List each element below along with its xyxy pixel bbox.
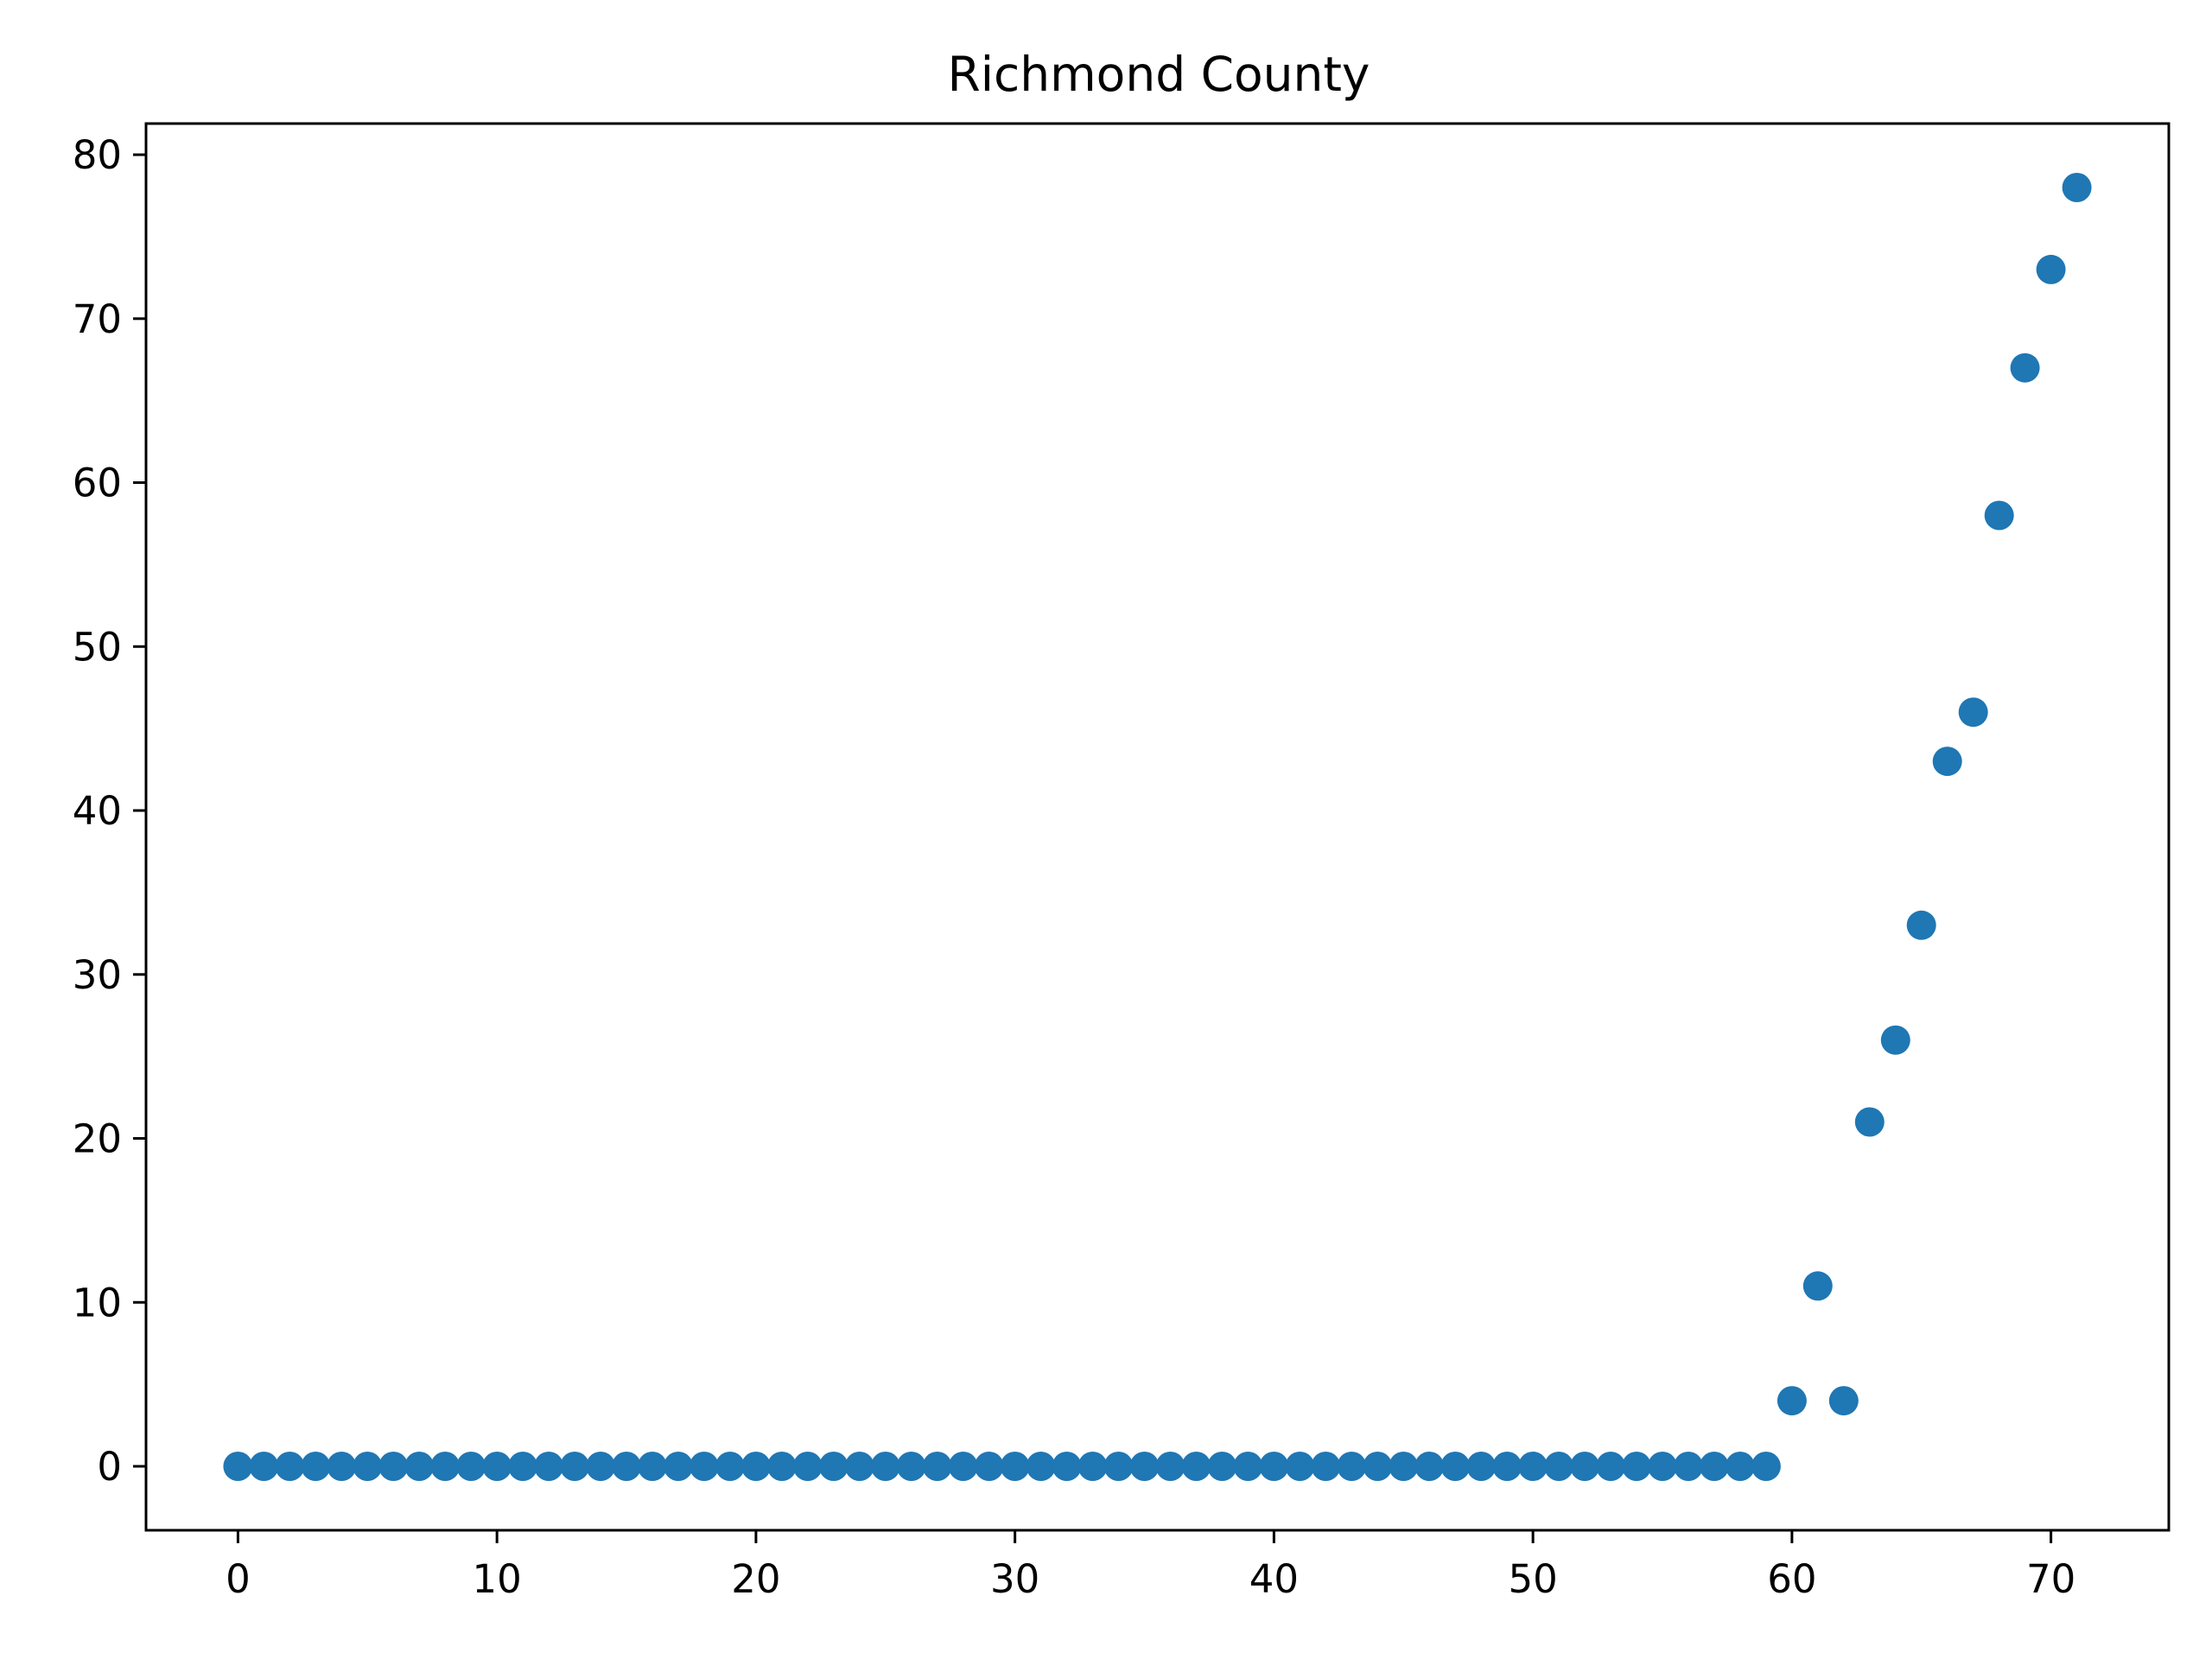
data-point bbox=[1880, 1025, 1910, 1055]
y-tick-label: 40 bbox=[73, 788, 122, 834]
y-tick-label: 20 bbox=[73, 1116, 122, 1162]
data-point bbox=[689, 1452, 719, 1481]
data-point bbox=[1103, 1452, 1134, 1481]
data-point bbox=[1932, 747, 1962, 777]
data-point bbox=[1984, 500, 2014, 531]
data-point bbox=[1958, 697, 1988, 728]
data-point bbox=[715, 1452, 745, 1481]
data-point bbox=[1363, 1452, 1393, 1481]
data-point bbox=[456, 1452, 486, 1481]
data-point bbox=[1854, 1107, 1885, 1137]
y-tick-label: 10 bbox=[73, 1280, 122, 1325]
data-point bbox=[2062, 173, 2092, 202]
data-point bbox=[275, 1452, 305, 1481]
data-point bbox=[1492, 1452, 1522, 1481]
data-point bbox=[844, 1452, 874, 1481]
y-tick-label: 80 bbox=[73, 132, 122, 178]
plot-frame bbox=[144, 122, 2171, 1532]
data-point bbox=[327, 1452, 357, 1481]
data-point bbox=[2010, 353, 2040, 383]
y-tick-label: 60 bbox=[73, 461, 122, 506]
data-point bbox=[1466, 1452, 1497, 1481]
data-point bbox=[870, 1452, 900, 1481]
data-point bbox=[404, 1452, 435, 1481]
data-point bbox=[353, 1452, 383, 1481]
data-point bbox=[1181, 1452, 1211, 1481]
data-point bbox=[1285, 1452, 1315, 1481]
data-point bbox=[741, 1452, 771, 1481]
data-point bbox=[223, 1452, 253, 1481]
data-point bbox=[1648, 1452, 1677, 1481]
data-point bbox=[948, 1452, 978, 1481]
y-tick-label: 70 bbox=[73, 296, 122, 342]
data-point bbox=[1725, 1452, 1755, 1481]
data-point bbox=[508, 1452, 538, 1481]
data-point bbox=[1414, 1452, 1445, 1481]
x-tick-label: 50 bbox=[1508, 1556, 1557, 1602]
data-points bbox=[223, 173, 2092, 1481]
data-point bbox=[560, 1452, 590, 1481]
data-point bbox=[586, 1452, 616, 1481]
data-point bbox=[1751, 1452, 1781, 1481]
data-point bbox=[1129, 1452, 1160, 1481]
data-point bbox=[818, 1452, 849, 1481]
data-point bbox=[1026, 1452, 1056, 1481]
data-point bbox=[1207, 1452, 1237, 1481]
data-point bbox=[1570, 1452, 1600, 1481]
data-point bbox=[612, 1452, 641, 1481]
data-point bbox=[1337, 1452, 1367, 1481]
data-point bbox=[792, 1452, 823, 1481]
data-point bbox=[301, 1452, 331, 1481]
data-point bbox=[1777, 1386, 1807, 1416]
y-tick-label: 50 bbox=[73, 624, 122, 670]
data-point bbox=[482, 1452, 512, 1481]
x-tick-label: 0 bbox=[226, 1556, 251, 1602]
x-tick-label: 30 bbox=[990, 1556, 1039, 1602]
data-point bbox=[1077, 1452, 1108, 1481]
data-point bbox=[1622, 1452, 1651, 1481]
y-axis: 0 10 20 30 40 50 60 70 80 bbox=[73, 132, 146, 1490]
x-tick-label: 10 bbox=[473, 1556, 522, 1602]
data-point bbox=[430, 1452, 461, 1481]
data-point bbox=[1440, 1452, 1471, 1481]
data-point bbox=[664, 1452, 693, 1481]
data-point bbox=[1906, 910, 1936, 940]
data-point bbox=[1000, 1452, 1030, 1481]
data-point bbox=[638, 1452, 667, 1481]
data-point bbox=[1802, 1271, 1833, 1301]
data-point bbox=[1674, 1452, 1703, 1481]
y-tick-label: 30 bbox=[73, 952, 122, 998]
chart-title: Richmond County bbox=[948, 47, 1370, 102]
data-point bbox=[1311, 1452, 1341, 1481]
data-point bbox=[1259, 1452, 1289, 1481]
data-point bbox=[1544, 1452, 1574, 1481]
data-point bbox=[896, 1452, 926, 1481]
data-point bbox=[974, 1452, 1004, 1481]
data-point bbox=[1596, 1452, 1626, 1481]
data-point bbox=[922, 1452, 952, 1481]
data-point bbox=[1699, 1452, 1729, 1481]
y-tick-label: 0 bbox=[97, 1444, 122, 1490]
data-point bbox=[1155, 1452, 1185, 1481]
x-tick-label: 70 bbox=[2026, 1556, 2075, 1602]
x-tick-label: 20 bbox=[731, 1556, 780, 1602]
data-point bbox=[766, 1452, 797, 1481]
data-point bbox=[1518, 1452, 1548, 1481]
data-point bbox=[1828, 1386, 1859, 1416]
data-point bbox=[378, 1452, 409, 1481]
x-tick-label: 60 bbox=[1767, 1556, 1816, 1602]
data-point bbox=[1052, 1452, 1082, 1481]
data-point bbox=[1389, 1452, 1419, 1481]
data-point bbox=[534, 1452, 564, 1481]
x-tick-label: 40 bbox=[1249, 1556, 1299, 1602]
x-axis: 0 10 20 30 40 50 60 70 bbox=[226, 1530, 2075, 1602]
data-point bbox=[249, 1452, 279, 1481]
data-point bbox=[2036, 254, 2066, 284]
data-point bbox=[1233, 1452, 1263, 1481]
